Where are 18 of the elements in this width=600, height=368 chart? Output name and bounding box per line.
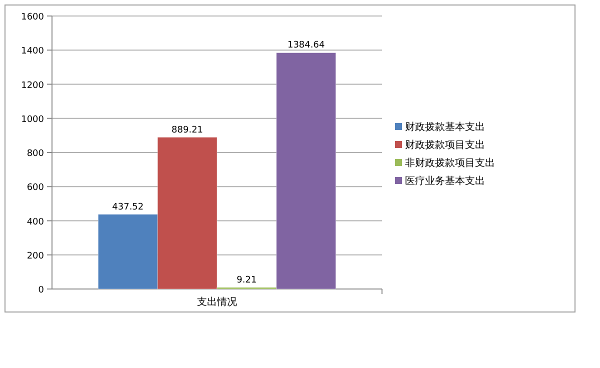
- x-tick-label: 支出情况: [197, 296, 237, 308]
- legend-label: 财政拨款项目支出: [405, 139, 485, 151]
- y-tick-label: 400: [26, 217, 44, 228]
- data-label: 1384.64: [287, 40, 325, 51]
- y-tick-label: 1200: [21, 80, 44, 91]
- legend-label: 财政拨款基本支出: [405, 121, 485, 133]
- y-tick-label: 0: [38, 286, 44, 296]
- y-tick-label: 800: [26, 149, 44, 159]
- legend-label: 非财政拨款项目支出: [405, 157, 495, 169]
- data-label: 889.21: [172, 125, 204, 136]
- y-tick-label: 1600: [21, 12, 44, 22]
- y-tick-label: 1000: [21, 114, 44, 125]
- data-label: 437.52: [112, 202, 144, 212]
- legend-label: 医疗业务基本支出: [405, 175, 485, 187]
- y-tick-label: 600: [26, 183, 44, 194]
- data-label: 9.21: [236, 275, 257, 286]
- y-tick-label: 1400: [21, 46, 44, 57]
- y-tick-label: 200: [26, 251, 44, 262]
